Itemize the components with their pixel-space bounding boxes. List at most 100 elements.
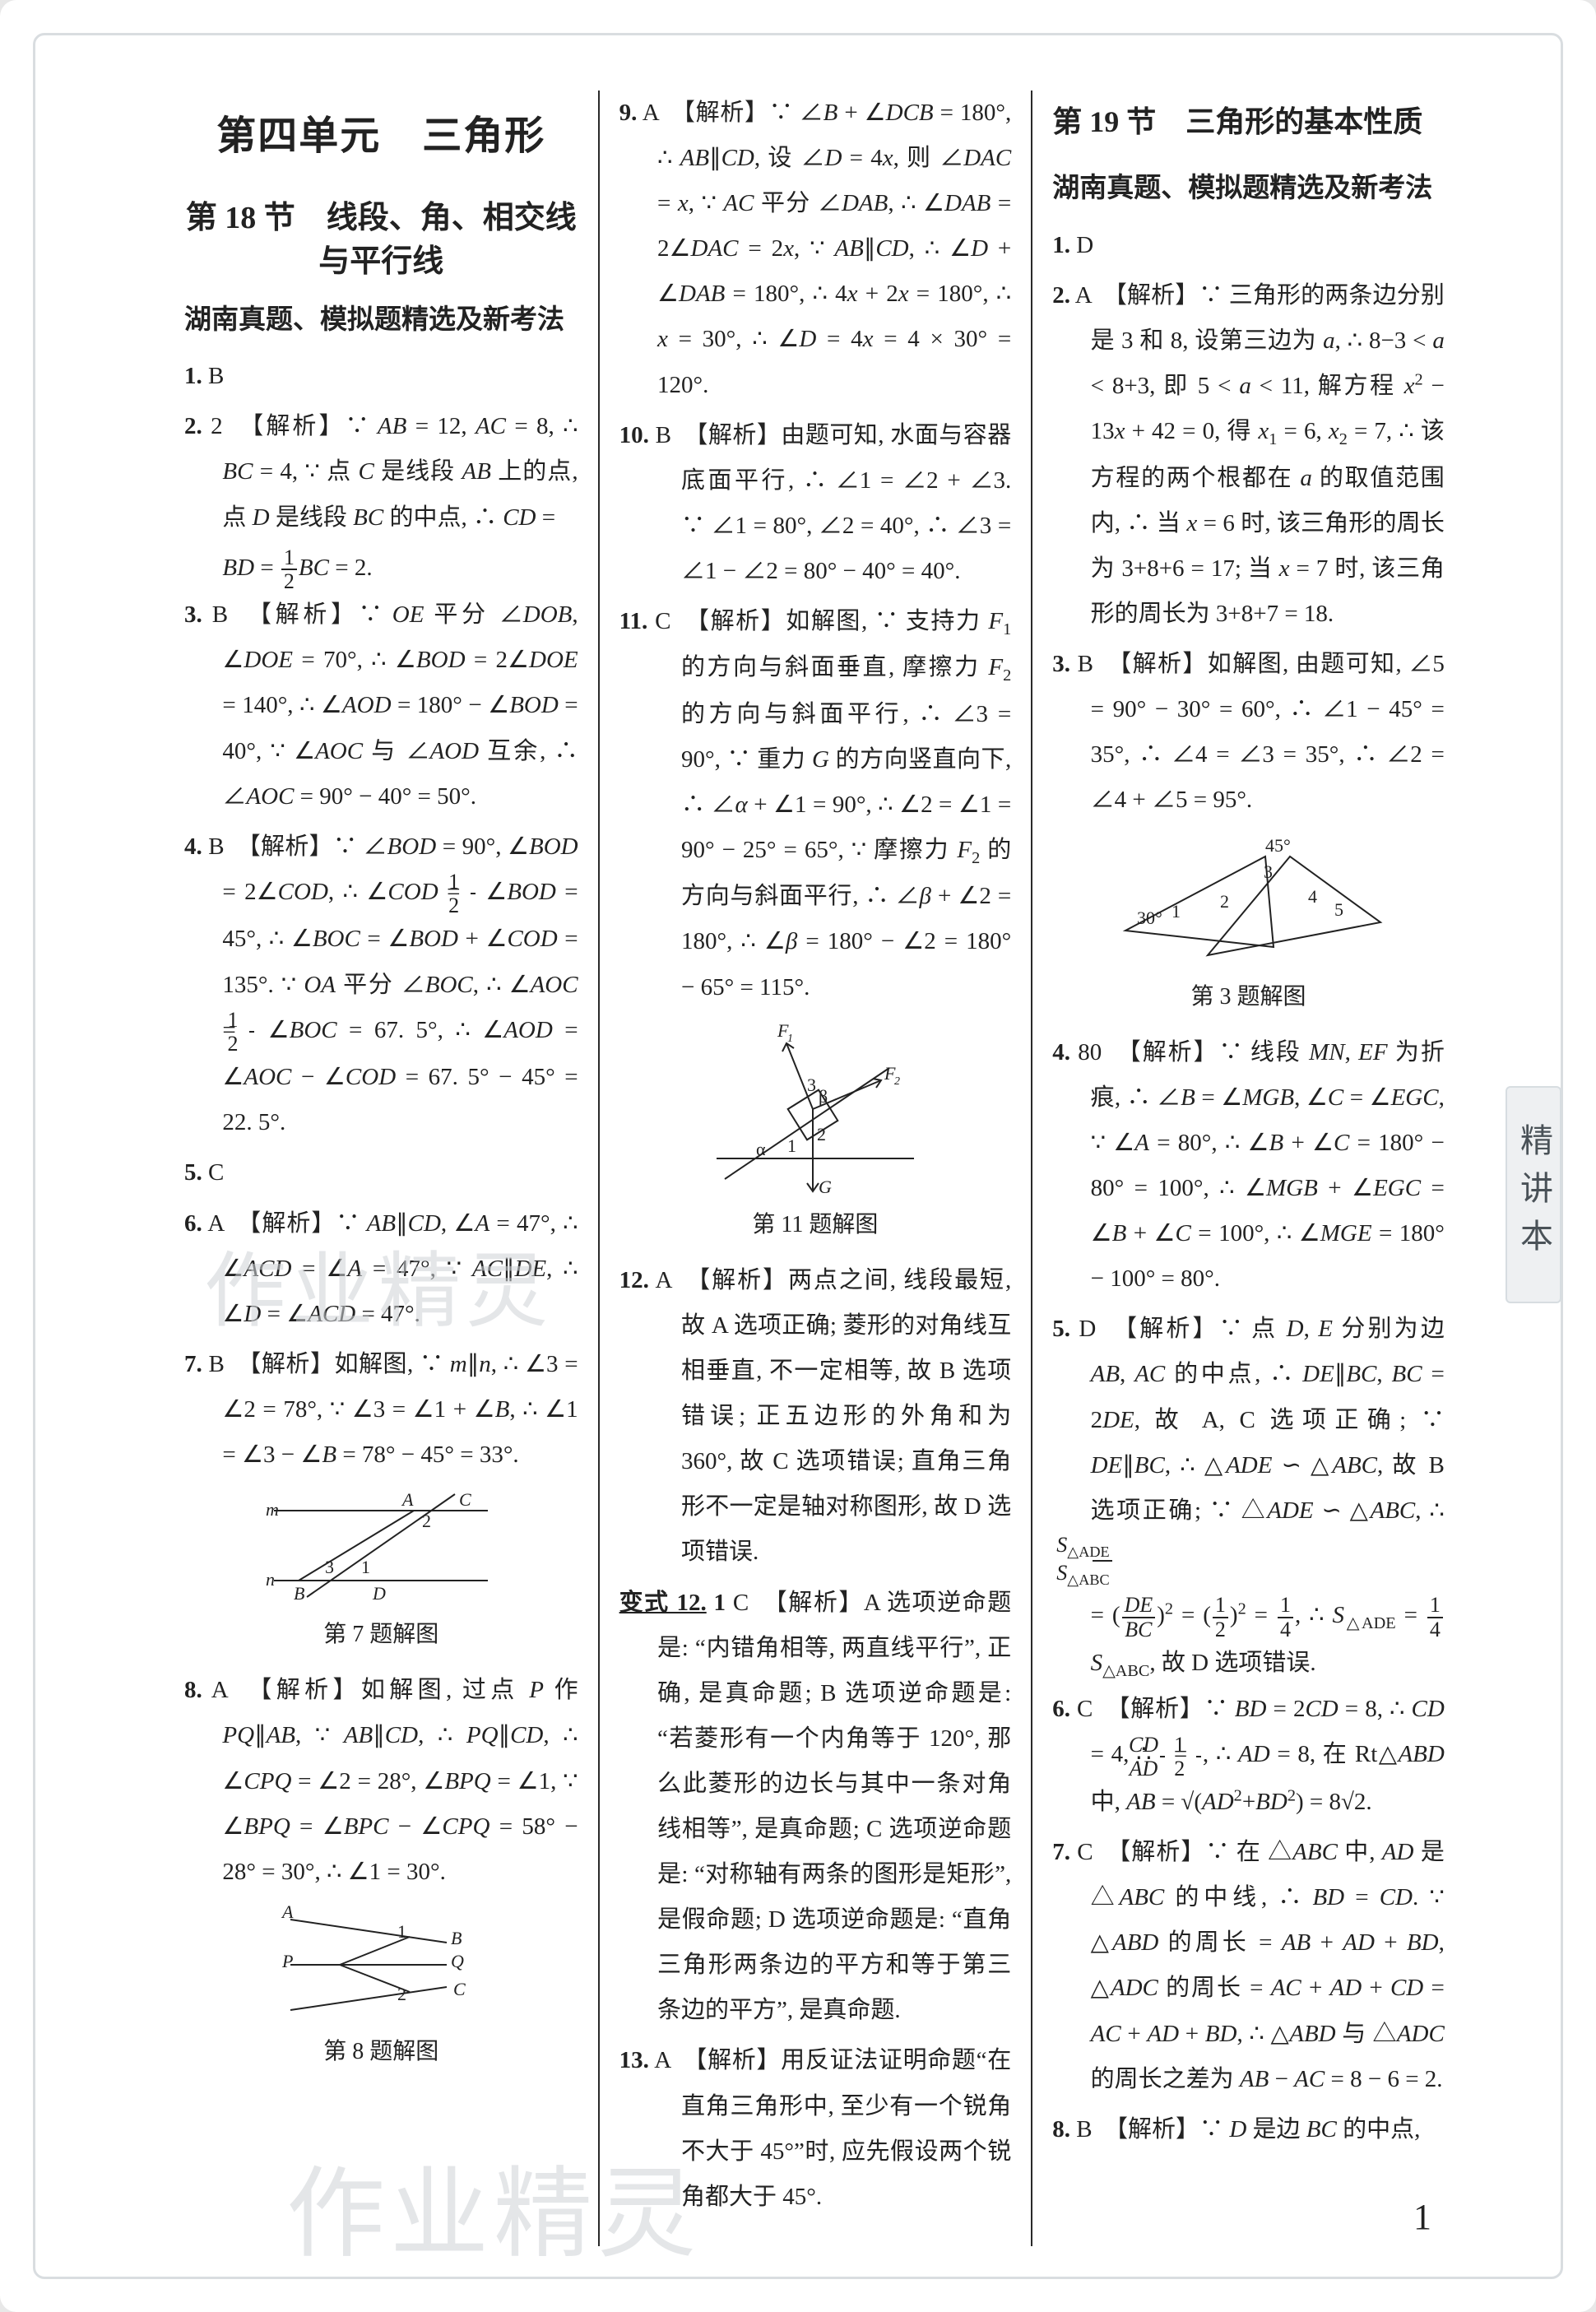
- svg-text:G: G: [819, 1177, 832, 1197]
- svg-text:C: C: [453, 1979, 466, 1999]
- q8-num: 8.: [184, 1677, 202, 1703]
- q9-num: 9.: [619, 100, 638, 126]
- q8: 8. A 【解析】如解图, 过点 P 作 PQ∥AB, ∵ AB∥CD, ∴ P…: [184, 1668, 578, 1894]
- section-19-title: 第 19 节 三角形的基本性质: [1052, 94, 1445, 150]
- q11: 11. C 【解析】如解图, ∵ 支持力 F1 的方向与斜面垂直, 摩擦力 F2…: [619, 599, 1012, 1010]
- c3-q4: 4. 80 【解析】∵ 线段 MN, EF 为折痕, ∴ ∠B = ∠MGB, …: [1052, 1030, 1445, 1302]
- q7-num: 7.: [184, 1351, 202, 1377]
- q10: 10. B 【解析】由题可知, 水面与容器底面平行, ∴ ∠1 = ∠2 + ∠…: [619, 413, 1012, 594]
- svg-text:4: 4: [1308, 886, 1317, 907]
- q10-num: 10.: [619, 422, 649, 448]
- figure-q7-caption: 第 7 题解图: [184, 1613, 578, 1656]
- figure-q11-caption: 第 11 题解图: [619, 1203, 1012, 1247]
- q12v: 变式 12. 1 C 【解析】A 选项逆命题是: “内错角相等, 两直线平行”,…: [619, 1581, 1012, 2034]
- svg-text:2: 2: [422, 1511, 431, 1531]
- q2: 2. 2 【解析】∵ AB = 12, AC = 8, ∴ BC = 4, ∵ …: [184, 404, 578, 540]
- svg-text:45°: 45°: [1265, 835, 1291, 856]
- c3-q2-num: 2.: [1052, 282, 1070, 309]
- c3-q6-num: 6.: [1052, 1696, 1070, 1722]
- svg-text:30°: 30°: [1137, 908, 1162, 928]
- q13-num: 13.: [619, 2047, 649, 2073]
- svg-text:A: A: [401, 1489, 414, 1510]
- svg-text:2: 2: [397, 1984, 406, 2004]
- svg-text:1: 1: [397, 1921, 406, 1942]
- c3-q7: 7. C 【解析】∵ 在 △ABC 中, AD 是 △ABC 的中线, ∴ BD…: [1052, 1830, 1445, 2102]
- q3: 3. B 【解析】∵ OE 平分 ∠DOB, ∠DOE = 70°, ∴ ∠BO…: [184, 592, 578, 819]
- svg-text:2: 2: [817, 1124, 826, 1144]
- svg-text:α: α: [756, 1139, 766, 1159]
- c3-q1: 1. D: [1052, 223, 1445, 268]
- c3-q3: 3. B 【解析】如解图, 由题可知, ∠5 = 90° − 30° = 60°…: [1052, 642, 1445, 823]
- svg-text:C: C: [459, 1489, 471, 1510]
- figure-q8-caption: 第 8 题解图: [184, 2030, 578, 2073]
- svg-text:B: B: [294, 1583, 304, 1604]
- section-18-title-line1: 第 18 节 线段、角、相交线: [186, 201, 577, 235]
- c3-q1-num: 1.: [1052, 232, 1070, 258]
- c3-q8-num: 8.: [1052, 2116, 1070, 2143]
- side-tab: 精讲本: [1506, 1086, 1561, 1303]
- svg-text:2: 2: [1220, 891, 1229, 912]
- svg-text:β: β: [819, 1086, 828, 1107]
- c3-q4-num: 4.: [1052, 1039, 1070, 1065]
- svg-text:1: 1: [361, 1557, 370, 1577]
- q3-num: 3.: [184, 601, 202, 628]
- c3-q3-num: 3.: [1052, 651, 1070, 677]
- svg-text:m: m: [266, 1499, 279, 1520]
- q6-num: 6.: [184, 1210, 202, 1237]
- svg-text:D: D: [372, 1583, 386, 1604]
- q4: 4. B 【解析】∵ ∠BOD = 90°, ∠BOD = 2∠COD, ∴ ∠…: [184, 824, 578, 1146]
- page-number: 1: [1413, 2196, 1431, 2238]
- q1: 1. B: [184, 354, 578, 399]
- q13: 13. A 【解析】用反证法证明命题“在直角三角形中, 至少有一个锐角不大于 4…: [619, 2038, 1012, 2219]
- svg-text:1: 1: [1171, 901, 1181, 922]
- q4-num: 4.: [184, 833, 202, 860]
- q12-num: 12.: [619, 1267, 649, 1293]
- figure-c3-q3: 45° 30° 1 2 3 4 5: [1101, 832, 1397, 972]
- unit-title: 第四单元 三角形: [184, 99, 578, 174]
- c3-q1-body: D: [1076, 232, 1093, 258]
- svg-text:B: B: [451, 1928, 462, 1948]
- q12v-num: 变式 12.: [619, 1590, 707, 1616]
- c3-q5-cont: = (DEBC)2 = (12)2 = 14, ∴ S△ADE = 14 S△A…: [1052, 1593, 1445, 1687]
- section-18-subheading: 湖南真题、模拟题精选及新考法: [184, 295, 578, 346]
- side-tab-label: 精讲本: [1510, 1123, 1557, 1266]
- q11-num: 11.: [619, 608, 648, 634]
- q2-num: 2.: [184, 413, 202, 439]
- svg-text:A: A: [281, 1903, 294, 1922]
- figure-q8: A B P Q C 1 2: [266, 1903, 496, 2026]
- svg-text:3: 3: [1264, 861, 1273, 882]
- c3-q6: 6. C 【解析】∵ BD = 2CD = 8, ∴ CD = 4, ∴ CDA…: [1052, 1687, 1445, 1825]
- svg-text:3: 3: [807, 1075, 816, 1095]
- column-3: 第 19 节 三角形的基本性质 湖南真题、模拟题精选及新考法 1. D 2. A…: [1031, 91, 1464, 2246]
- svg-text:Q: Q: [451, 1951, 464, 1971]
- svg-text:2: 2: [894, 1075, 900, 1088]
- column-2: 9. A 【解析】∵ ∠B + ∠DCB = 180°, ∴ AB∥CD, 设 …: [598, 91, 1032, 2246]
- figure-c3-q3-caption: 第 3 题解图: [1052, 975, 1445, 1019]
- svg-text:1: 1: [787, 1033, 793, 1045]
- q1-num: 1.: [184, 363, 202, 389]
- q9: 9. A 【解析】∵ ∠B + ∠DCB = 180°, ∴ AB∥CD, 设 …: [619, 91, 1012, 408]
- q6: 6. A 【解析】∵ AB∥CD, ∠A = 47°, ∴ ∠ACD = ∠A …: [184, 1201, 578, 1337]
- svg-text:1: 1: [787, 1135, 796, 1156]
- c3-q2: 2. A 【解析】∵ 三角形的两条边分别是 3 和 8, 设第三边为 a, ∴ …: [1052, 273, 1445, 637]
- svg-text:3: 3: [325, 1557, 334, 1577]
- c3-q5: 5. D 【解析】∵ 点 D, E 分别为边 AB, AC 的中点, ∴ DE∥…: [1052, 1307, 1445, 1588]
- q12: 12. A 【解析】两点之间, 线段最短, 故 A 选项正确; 菱形的对角线互相…: [619, 1258, 1012, 1576]
- q5-body: C: [208, 1159, 224, 1186]
- q1-body: B: [208, 363, 224, 389]
- figure-q11: F1 F2 G α β 1 2 3: [708, 1019, 922, 1200]
- column-1: 第四单元 三角形 第 18 节 线段、角、相交线 与平行线 湖南真题、模拟题精选…: [165, 91, 598, 2246]
- q5: 5. C: [184, 1150, 578, 1195]
- q5-num: 5.: [184, 1159, 202, 1186]
- c3-q7-num: 7.: [1052, 1839, 1070, 1865]
- section-19-subheading: 湖南真题、模拟题精选及新考法: [1052, 163, 1445, 215]
- c3-q8: 8. B 【解析】∵ D 是边 BC 的中点,: [1052, 2107, 1445, 2152]
- q7: 7. B 【解析】如解图, ∵ m∥n, ∴ ∠3 = ∠2 = 78°, ∵ …: [184, 1342, 578, 1478]
- svg-text:n: n: [266, 1569, 275, 1590]
- page: 精讲本 作业精灵 作业精灵 第四单元 三角形 第 18 节 线段、角、相交线 与…: [0, 0, 1596, 2312]
- section-18-title: 第 18 节 线段、角、相交线 与平行线: [184, 197, 578, 284]
- section-18-title-line2: 与平行线: [318, 244, 443, 279]
- q2-cont: BD = 12BC = 2.: [184, 546, 578, 593]
- svg-text:5: 5: [1334, 899, 1343, 920]
- svg-text:P: P: [281, 1951, 293, 1971]
